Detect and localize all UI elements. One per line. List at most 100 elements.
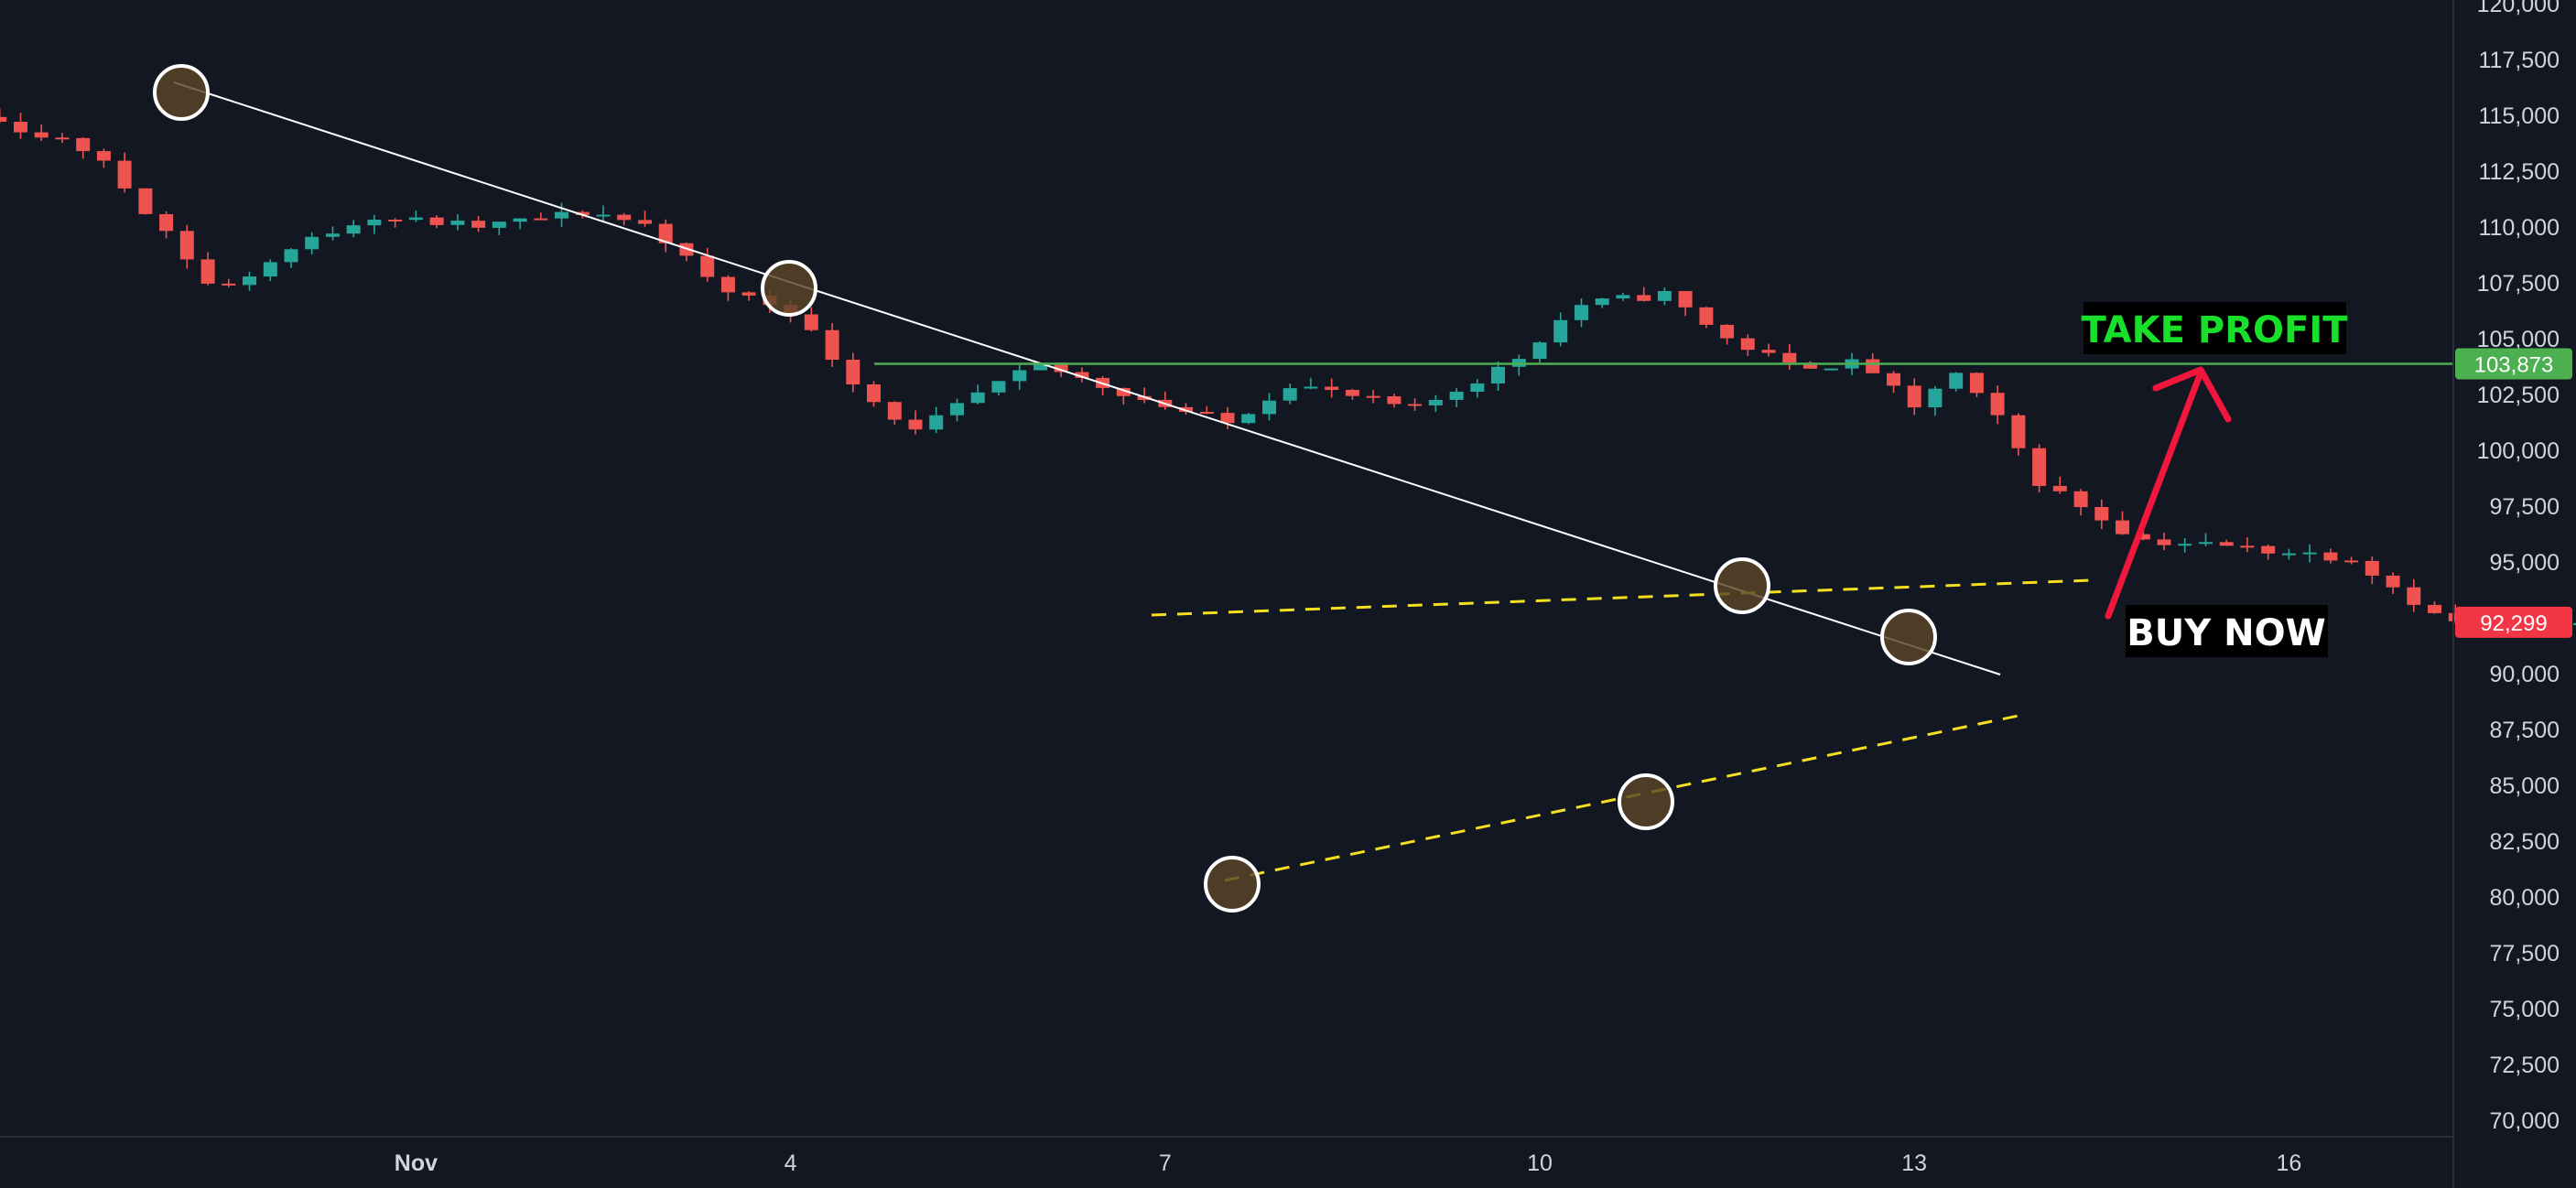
descending-trendline	[173, 81, 2001, 675]
take-profit-label: TAKE PROFIT	[2082, 309, 2349, 351]
candle-body	[2032, 448, 2047, 486]
candle-body	[1616, 295, 1630, 299]
candle-body	[1595, 298, 1609, 306]
candle-body	[2407, 587, 2421, 605]
candle-body	[117, 160, 132, 189]
candle-body	[1782, 352, 1797, 363]
candle-body	[2136, 534, 2150, 540]
candle-body	[825, 329, 839, 360]
candle-body	[1304, 386, 1318, 389]
y-tick-label: 70,000	[2490, 1108, 2560, 1134]
candle-body	[284, 249, 298, 263]
candle-body	[1575, 305, 1588, 320]
candle-body	[492, 221, 506, 228]
candle-body	[2052, 485, 2067, 491]
y-tick-label: 97,500	[2490, 494, 2560, 520]
candle-body	[2323, 552, 2338, 561]
candle-body	[1012, 370, 1027, 382]
candle-body	[1428, 399, 1443, 405]
candle-body	[1969, 373, 1984, 394]
candle-body	[243, 276, 256, 286]
candle-body	[1325, 386, 1339, 390]
candle-body	[1449, 392, 1464, 400]
candle-body	[429, 217, 444, 225]
y-tick-label: 77,500	[2490, 941, 2560, 967]
candle-body	[950, 403, 964, 416]
pivot-marker	[153, 64, 210, 121]
candle-body	[2365, 560, 2379, 576]
candle-body	[700, 255, 715, 277]
candle-body	[2240, 545, 2255, 548]
candle-body	[1720, 324, 1735, 339]
resistance-price-label: 103,873	[2474, 353, 2554, 378]
candle-body	[2116, 520, 2129, 535]
candle-body	[887, 402, 902, 420]
resistance-price-badge	[2455, 348, 2572, 380]
candle-body	[388, 220, 403, 221]
candle-body	[1887, 373, 1900, 386]
candle-body	[1241, 414, 1256, 424]
x-tick-label: 10	[1527, 1150, 1553, 1176]
candle-body	[513, 218, 527, 222]
candle-body	[2428, 604, 2441, 613]
candle-body	[1387, 396, 1402, 405]
candle-body	[638, 220, 652, 224]
candle-body	[222, 283, 236, 286]
candle-body	[2302, 552, 2317, 555]
y-tick-label: 72,500	[2490, 1053, 2560, 1078]
candle-body	[1283, 388, 1297, 401]
candle-body	[159, 214, 174, 232]
candle-body	[2386, 575, 2400, 588]
y-tick-label: 102,500	[2477, 383, 2560, 408]
y-tick-label: 115,000	[2478, 103, 2560, 129]
y-tick-label: 120,000	[2477, 0, 2560, 17]
buy-now-label: BUY NOW	[2127, 612, 2325, 654]
pivot-marker	[1880, 609, 1937, 665]
candle-body	[929, 415, 944, 430]
candle-body	[555, 211, 568, 219]
candle-body	[326, 233, 340, 237]
y-tick-label: 75,000	[2490, 997, 2560, 1022]
pivot-marker	[761, 260, 817, 317]
candle-body	[741, 292, 756, 296]
candle-body	[658, 223, 673, 243]
y-tick-label: 87,500	[2490, 718, 2560, 743]
candle-body	[1262, 400, 1276, 415]
candle-body	[1907, 385, 1921, 408]
candle-body	[2281, 553, 2296, 556]
candle-body	[575, 211, 590, 215]
pivot-marker	[1204, 856, 1261, 913]
y-tick-label: 95,000	[2490, 550, 2560, 576]
triangle-upper-line	[1151, 578, 2093, 617]
y-tick-label: 85,000	[2490, 773, 2560, 799]
drawings-layer	[153, 64, 2453, 913]
candle-body	[1137, 395, 1152, 400]
y-tick-label: 100,000	[2477, 438, 2560, 464]
y-tick-label: 90,000	[2490, 662, 2560, 687]
candle-body	[1408, 404, 1423, 406]
candle-body	[1054, 362, 1068, 373]
x-tick-label: 7	[1159, 1150, 1172, 1176]
candle-body	[408, 217, 423, 221]
candle-body	[2573, 622, 2576, 625]
candle-body	[1699, 307, 1714, 325]
candle-body	[2199, 542, 2213, 545]
candle-body	[2157, 539, 2171, 545]
candle-body	[263, 262, 277, 277]
candle-body	[1761, 350, 1776, 353]
y-tick-label: 112,500	[2478, 159, 2560, 185]
candle-body	[305, 236, 319, 250]
candle-body	[1532, 342, 1547, 360]
candle-body	[0, 116, 7, 122]
candle-body	[1345, 390, 1359, 396]
candle-body	[1033, 362, 1047, 371]
candle-body	[1657, 291, 1672, 301]
y-tick-label: 107,500	[2477, 271, 2560, 297]
candle-body	[846, 360, 860, 384]
candle-body	[534, 218, 548, 221]
last-price-badge	[2455, 606, 2572, 638]
candle-body	[2094, 507, 2109, 521]
candle-body	[34, 132, 49, 138]
